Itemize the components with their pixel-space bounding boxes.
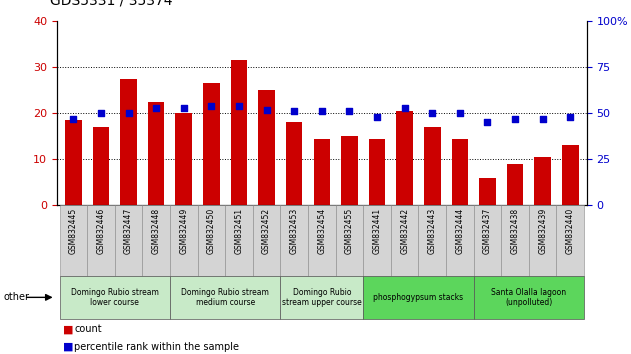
Bar <box>369 139 386 205</box>
Point <box>234 103 244 109</box>
Bar <box>452 139 468 205</box>
FancyBboxPatch shape <box>474 276 584 319</box>
Text: GSM832453: GSM832453 <box>290 207 298 254</box>
Point <box>345 109 355 114</box>
Point <box>399 105 410 110</box>
Point <box>179 105 189 110</box>
Text: Domingo Rubio stream
lower course: Domingo Rubio stream lower course <box>71 288 159 307</box>
FancyBboxPatch shape <box>308 205 336 276</box>
Bar <box>534 157 551 205</box>
Point <box>455 110 465 116</box>
FancyBboxPatch shape <box>170 205 198 276</box>
FancyBboxPatch shape <box>363 276 474 319</box>
Text: GSM832444: GSM832444 <box>456 207 464 254</box>
Bar <box>286 122 302 205</box>
Text: other: other <box>3 292 29 302</box>
Point <box>96 110 106 116</box>
Text: GSM832450: GSM832450 <box>207 207 216 254</box>
Bar <box>203 84 220 205</box>
Point <box>483 120 493 125</box>
Point <box>68 116 78 122</box>
Text: GSM832438: GSM832438 <box>510 207 519 253</box>
Bar <box>479 178 496 205</box>
Bar <box>121 79 137 205</box>
FancyBboxPatch shape <box>474 205 501 276</box>
FancyBboxPatch shape <box>418 205 446 276</box>
Text: Santa Olalla lagoon
(unpolluted): Santa Olalla lagoon (unpolluted) <box>492 288 567 307</box>
Bar <box>258 90 275 205</box>
Point <box>317 109 327 114</box>
Text: phosphogypsum stacks: phosphogypsum stacks <box>374 293 464 302</box>
Text: count: count <box>74 324 102 334</box>
FancyBboxPatch shape <box>557 205 584 276</box>
FancyBboxPatch shape <box>253 205 280 276</box>
FancyBboxPatch shape <box>336 205 363 276</box>
FancyBboxPatch shape <box>225 205 253 276</box>
Point <box>565 114 575 120</box>
Text: GSM832439: GSM832439 <box>538 207 547 254</box>
FancyBboxPatch shape <box>59 205 87 276</box>
Point <box>427 110 437 116</box>
Bar <box>148 102 165 205</box>
Bar <box>562 145 579 205</box>
FancyBboxPatch shape <box>501 205 529 276</box>
Bar <box>231 60 247 205</box>
FancyBboxPatch shape <box>170 276 280 319</box>
Text: GSM832445: GSM832445 <box>69 207 78 254</box>
Text: Domingo Rubio stream
medium course: Domingo Rubio stream medium course <box>181 288 269 307</box>
Point <box>262 107 272 113</box>
Point <box>124 110 134 116</box>
Bar <box>507 164 523 205</box>
FancyBboxPatch shape <box>529 205 557 276</box>
Bar <box>396 111 413 205</box>
Point <box>538 116 548 122</box>
FancyBboxPatch shape <box>143 205 170 276</box>
Bar <box>424 127 440 205</box>
Text: GSM832437: GSM832437 <box>483 207 492 254</box>
Point <box>206 103 216 109</box>
Text: GSM832454: GSM832454 <box>317 207 326 254</box>
Point <box>510 116 520 122</box>
FancyBboxPatch shape <box>363 205 391 276</box>
Text: GSM832449: GSM832449 <box>179 207 188 254</box>
Text: GSM832451: GSM832451 <box>235 207 244 253</box>
Text: GSM832442: GSM832442 <box>400 207 409 253</box>
FancyBboxPatch shape <box>446 205 474 276</box>
Text: GSM832441: GSM832441 <box>372 207 382 253</box>
FancyBboxPatch shape <box>391 205 418 276</box>
FancyBboxPatch shape <box>280 276 363 319</box>
Text: GSM832455: GSM832455 <box>345 207 354 254</box>
Text: Domingo Rubio
stream upper course: Domingo Rubio stream upper course <box>282 288 362 307</box>
Text: GDS5331 / 35374: GDS5331 / 35374 <box>50 0 173 7</box>
Bar <box>175 113 192 205</box>
FancyBboxPatch shape <box>87 205 115 276</box>
Text: GSM832448: GSM832448 <box>151 207 161 253</box>
FancyBboxPatch shape <box>115 205 143 276</box>
Bar <box>341 136 358 205</box>
Text: GSM832443: GSM832443 <box>428 207 437 254</box>
Text: ■: ■ <box>63 324 74 334</box>
Text: ■: ■ <box>63 342 74 352</box>
FancyBboxPatch shape <box>280 205 308 276</box>
Point <box>151 105 162 110</box>
Bar <box>65 120 81 205</box>
Text: GSM832440: GSM832440 <box>566 207 575 254</box>
Text: percentile rank within the sample: percentile rank within the sample <box>74 342 239 352</box>
Point <box>289 109 299 114</box>
Text: GSM832447: GSM832447 <box>124 207 133 254</box>
Bar <box>93 127 109 205</box>
Bar <box>314 139 330 205</box>
FancyBboxPatch shape <box>59 276 170 319</box>
Point <box>372 114 382 120</box>
FancyBboxPatch shape <box>198 205 225 276</box>
Text: GSM832446: GSM832446 <box>97 207 105 254</box>
Text: GSM832452: GSM832452 <box>262 207 271 253</box>
